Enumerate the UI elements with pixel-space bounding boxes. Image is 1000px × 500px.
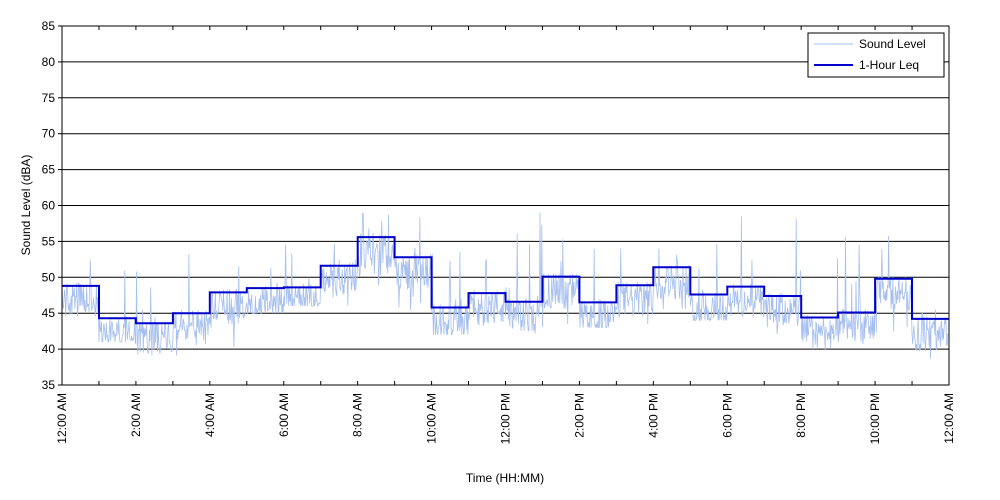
- y-tick-label: 40: [42, 342, 56, 356]
- sound-level-line: [61, 212, 949, 360]
- x-tick-label: 2:00 PM: [572, 393, 586, 438]
- y-axis-title: Sound Level (dBA): [19, 155, 33, 256]
- x-tick-label: 8:00 AM: [351, 393, 365, 437]
- x-tick-label: 12:00 AM: [55, 393, 69, 444]
- x-tick-label: 4:00 PM: [646, 393, 660, 438]
- series-sound-level: [61, 212, 949, 360]
- x-tick-label: 12:00 AM: [942, 393, 956, 444]
- x-tick-label: 10:00 AM: [425, 393, 439, 444]
- legend: Sound Level 1-Hour Leq: [807, 32, 945, 78]
- x-tick-label: 6:00 AM: [277, 393, 291, 437]
- x-axis-title: Time (HH:MM): [466, 471, 544, 485]
- y-tick-label: 80: [42, 55, 56, 69]
- y-tick-label: 60: [42, 199, 56, 213]
- y-tick-label: 85: [42, 19, 56, 33]
- x-tick-label: 2:00 AM: [129, 393, 143, 437]
- y-tick-label: 75: [42, 91, 56, 105]
- legend-label-sound-level: Sound Level: [859, 37, 926, 51]
- x-tick-label: 6:00 PM: [720, 393, 734, 438]
- legend-box: [807, 32, 945, 78]
- y-tick-label: 55: [42, 234, 56, 248]
- leq-step-line: [62, 236, 949, 325]
- y-tick-label: 70: [42, 127, 56, 141]
- x-axis-ticks: 12:00 AM 2:00 AM 4:00 AM 6:00 AM 8:00 AM 10:0…: [55, 26, 956, 444]
- y-tick-label: 50: [42, 270, 56, 284]
- y-tick-label: 65: [42, 163, 56, 177]
- plot-frame: [61, 25, 950, 386]
- x-tick-label: 12:00 PM: [499, 393, 513, 444]
- x-tick-label: 8:00 PM: [794, 393, 808, 438]
- legend-label-leq: 1-Hour Leq: [859, 58, 919, 72]
- y-tick-label: 45: [42, 306, 56, 320]
- x-tick-label: 10:00 PM: [868, 393, 882, 444]
- x-tick-label: 4:00 AM: [203, 393, 217, 437]
- y-axis-ticks: 35 40 45 50 55 60 65 70 75 80 85: [42, 19, 62, 392]
- y-tick-label: 35: [42, 378, 56, 392]
- series-1-hour-leq: [62, 236, 949, 325]
